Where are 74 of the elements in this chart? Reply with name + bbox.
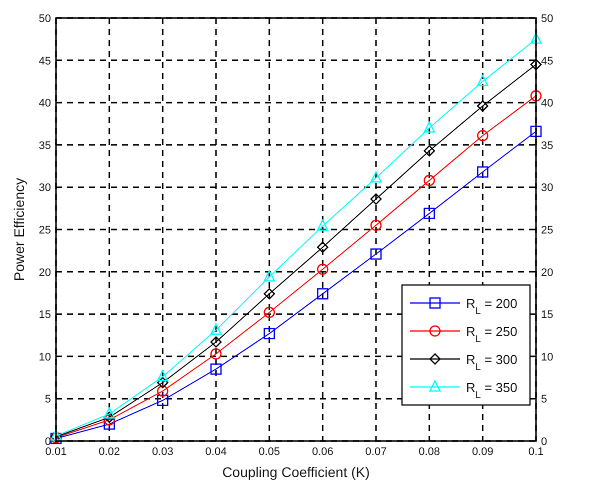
x-tick-label: 0.1	[528, 446, 544, 458]
point	[424, 145, 435, 156]
point	[424, 174, 435, 186]
legend-label: R$_{L}$ = 200	[466, 296, 518, 316]
x-tick-label: 0.07	[365, 446, 387, 458]
point	[370, 248, 382, 260]
x-tick-label: 0.08	[418, 446, 440, 458]
y2-tick-label: 5	[541, 394, 548, 406]
point	[317, 219, 328, 231]
point	[530, 58, 542, 70]
point	[317, 264, 328, 275]
point	[317, 288, 328, 300]
y2-tick-label: 35	[541, 140, 554, 152]
point	[477, 130, 488, 142]
y-tick-label: 25	[38, 224, 51, 236]
point	[530, 126, 542, 138]
point	[210, 348, 222, 360]
y-tick-label: 0	[44, 436, 51, 448]
point	[104, 407, 115, 419]
y-tick-label: 30	[38, 182, 51, 194]
y-axis-title: Power Efficiency	[11, 178, 27, 282]
point	[210, 324, 222, 335]
point	[424, 121, 435, 133]
y2-tick-label: 40	[541, 98, 554, 110]
y-tick-label: 20	[38, 266, 51, 279]
point	[317, 242, 328, 253]
legend-label: R$_{L}$ = 350	[466, 380, 518, 400]
y2-tick-label: 20	[541, 266, 554, 279]
legend-label: R$_{L}$ = 300	[466, 352, 518, 372]
legend-label: R$_{L}$ = 250	[466, 324, 518, 344]
y-tick-label: 50	[38, 13, 51, 25]
point	[104, 418, 115, 430]
point	[264, 288, 275, 300]
y-tick-label: 45	[38, 55, 51, 68]
y2-tick-label: 45	[541, 55, 554, 68]
y2-tick-label: 15	[541, 309, 554, 322]
point	[530, 90, 542, 102]
point	[157, 370, 168, 382]
y-tick-label: 5	[44, 394, 51, 406]
x-tick-label: 0.01	[45, 446, 67, 458]
point	[370, 171, 382, 183]
y2-tick-label: 30	[541, 182, 554, 194]
y-tick-label: 35	[38, 140, 51, 152]
x-tick-label: 0.05	[258, 446, 280, 458]
point	[157, 394, 168, 406]
point	[424, 208, 435, 220]
y-tick-label: 15	[38, 309, 51, 322]
point	[210, 336, 222, 348]
x-tick-label: 0.02	[98, 446, 120, 458]
y2-tick-label: 50	[541, 13, 554, 25]
point	[264, 328, 275, 340]
point	[370, 193, 382, 205]
y-tick-label: 10	[38, 351, 51, 364]
point	[210, 363, 222, 375]
point	[157, 385, 168, 397]
point	[104, 414, 115, 426]
point	[157, 376, 168, 388]
x-tick-label: 0.09	[472, 446, 494, 458]
point	[477, 166, 488, 178]
x-tick-label: 0.04	[205, 446, 227, 458]
y2-tick-label: 10	[541, 351, 554, 364]
point	[264, 270, 275, 282]
y2-tick-label: 0	[541, 436, 548, 448]
point	[477, 74, 488, 86]
point	[264, 306, 275, 318]
x-tick-label: 0.03	[152, 446, 174, 458]
point	[530, 32, 542, 44]
x-tick-label: 0.06	[312, 446, 334, 458]
point	[104, 412, 115, 423]
point	[370, 220, 382, 231]
y2-tick-label: 25	[541, 224, 554, 236]
y-tick-label: 40	[38, 98, 51, 110]
x-axis-title: Coupling Coefficient (K)	[222, 464, 370, 480]
point	[477, 100, 488, 112]
